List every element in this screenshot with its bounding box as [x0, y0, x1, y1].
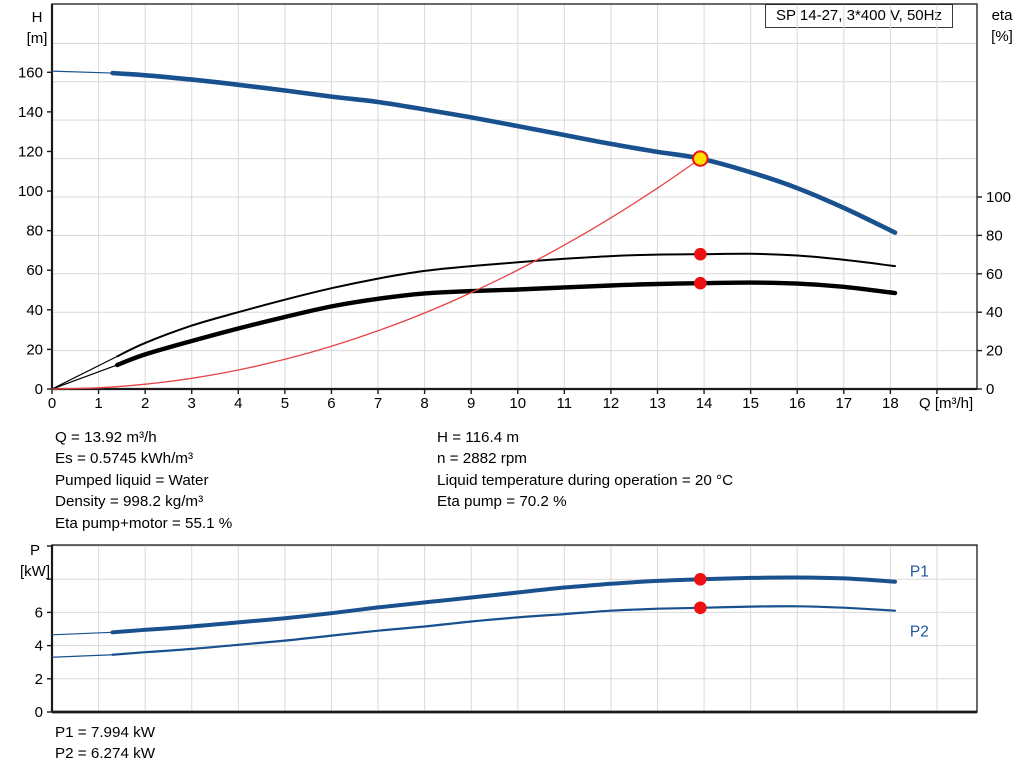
tick-label: 0: [35, 704, 43, 719]
info-specific-energy: Es = 0.5745 kWh/m³: [55, 450, 194, 468]
eta-axis-title: eta [%]: [980, 5, 1024, 47]
result-p2: P2 = 6.274 kW: [55, 745, 156, 763]
eta-pump-curve: [116, 252, 896, 358]
result-p1: P1 = 7.994 kW: [55, 724, 156, 741]
info-speed: n = 2882 rpm: [437, 450, 527, 468]
p-axis-title: P [kW]: [10, 540, 60, 582]
p2-curve-label: P2: [910, 623, 929, 640]
tick-label: 80: [986, 227, 1003, 244]
tick-label: 40: [26, 302, 43, 319]
eta-pump-motor-point: [694, 276, 707, 290]
tick-label: 17: [835, 395, 852, 412]
info-eta-pump-motor: Eta pump+motor = 55.1 %: [55, 514, 233, 532]
tick-label: 20: [26, 341, 43, 358]
tick-label: 13: [649, 395, 666, 412]
tick-label: 0: [35, 381, 43, 398]
tick-label: 1: [94, 395, 102, 412]
duty-info-right: H = 116.4 m n = 2882 rpm Liquid temperat…: [437, 427, 733, 513]
tick-label: 12: [603, 395, 620, 412]
tick-label: 2: [35, 671, 43, 688]
tick-label: Q [m³/h]: [919, 395, 973, 412]
tick-label: 16: [789, 395, 806, 412]
tick-label: 80: [26, 223, 43, 240]
tick-label: 18: [882, 395, 899, 412]
tick-label: 120: [18, 143, 43, 160]
p1-curve-label: P1: [910, 564, 929, 581]
tick-label: 11: [557, 395, 573, 412]
info-density: Density = 998.2 kg/m³: [55, 493, 204, 511]
p1-curve-lead: [51, 631, 113, 636]
pump-variant-label: SP 14-27, 3*400 V, 50Hz: [776, 7, 942, 24]
eta-axis-title-line1: eta: [991, 7, 1013, 24]
tick-label: 8: [420, 395, 428, 412]
tick-label: 7: [374, 395, 382, 412]
tick-label: 40: [986, 304, 1003, 321]
tick-label: 6: [35, 604, 43, 621]
tick-label: 0: [986, 381, 994, 398]
p1-curve: [110, 575, 897, 635]
eta-axis-title-line2: [%]: [991, 28, 1013, 45]
info-head: H = 116.4 m: [437, 429, 520, 446]
h-axis-title-line1: H: [31, 9, 43, 26]
tick-label: 160: [18, 64, 43, 81]
tick-label: 5: [281, 395, 289, 412]
tick-label: 4: [234, 395, 242, 412]
info-eta-pump: Eta pump = 70.2 %: [437, 493, 567, 511]
tick-label: 2: [141, 395, 149, 412]
tick-label: 6: [327, 395, 335, 412]
eta-pump-curve-lead: [51, 355, 118, 390]
power-results: P1 = 7.994 kW P2 = 6.274 kW: [55, 722, 155, 765]
p2-curve-lead: [51, 654, 113, 658]
p-axis-title-line1: P: [29, 542, 40, 559]
tick-label: 20: [986, 343, 1003, 360]
pump-head-curve-lead: [51, 70, 113, 74]
duty-info-left: Q = 13.92 m³/h Es = 0.5745 kWh/m³ Pumped…: [55, 427, 232, 534]
tick-label: 100: [18, 183, 43, 200]
h-axis-title-line2: [m]: [26, 30, 48, 47]
tick-label: 15: [742, 395, 759, 412]
info-flow: Q = 13.92 m³/h: [55, 429, 157, 446]
info-liquid-temperature: Liquid temperature during operation = 20…: [437, 471, 734, 489]
p-axis-title-line2: [kW]: [20, 563, 50, 580]
eta-pump-motor-curve: [115, 280, 898, 368]
duty-point: [692, 150, 709, 167]
tick-label: 60: [26, 262, 43, 279]
tick-label: 10: [509, 395, 526, 412]
p2-point: [694, 601, 707, 615]
tick-label: 60: [986, 266, 1003, 283]
power-chart: 0 2 4 6 P1 P2: [35, 544, 978, 719]
h-axis-title: H [m]: [14, 7, 60, 49]
info-pumped-liquid: Pumped liquid = Water: [55, 471, 209, 489]
eta-pump-point: [694, 247, 707, 261]
tick-label: 4: [35, 638, 43, 655]
system-curve: [51, 157, 701, 390]
tick-label: 100: [986, 189, 1011, 206]
tick-label: 3: [188, 395, 196, 412]
head-efficiency-chart: 0 1 2 3 4 5 6 7 8 9 10 11 12 13 14 15 16 17 18 Q [m³/h]0204…: [18, 3, 1011, 412]
tick-label: 0: [48, 395, 56, 412]
pump-head-curve: [110, 70, 898, 235]
p2-curve: [111, 605, 897, 656]
tick-label: 14: [696, 395, 713, 412]
tick-label: 9: [467, 395, 475, 412]
tick-label: 140: [18, 104, 43, 121]
p1-point: [694, 572, 707, 586]
eta-pump-motor-curve-lead: [51, 364, 118, 390]
